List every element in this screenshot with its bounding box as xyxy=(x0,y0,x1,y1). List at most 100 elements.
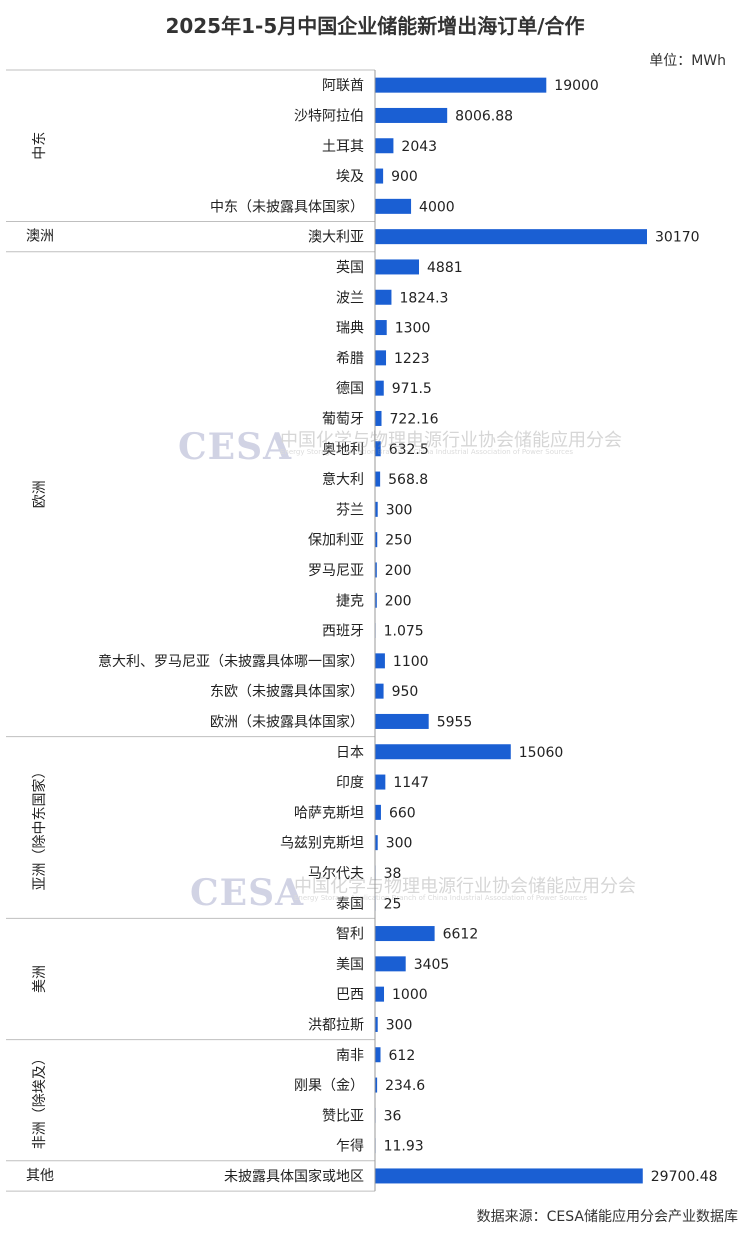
bar xyxy=(375,441,381,457)
category-label: 巴西 xyxy=(336,987,364,1003)
category-label: 哈萨克斯坦 xyxy=(294,805,364,821)
group-label: 中东 xyxy=(32,132,48,160)
category-label: 波兰 xyxy=(336,290,364,306)
value-label: 5955 xyxy=(437,714,473,730)
category-label: 南非 xyxy=(336,1048,364,1064)
bar xyxy=(375,107,448,123)
category-label: 意大利 xyxy=(322,471,364,488)
bar xyxy=(375,168,384,184)
category-label: 马尔代夫 xyxy=(308,866,364,882)
value-label: 3405 xyxy=(414,957,450,973)
bar xyxy=(375,956,406,972)
bar xyxy=(375,259,420,275)
bar xyxy=(375,198,412,214)
bar xyxy=(375,350,387,366)
category-label: 瑞典 xyxy=(336,321,364,337)
bar xyxy=(375,471,381,487)
group-label: 其他 xyxy=(26,1168,54,1184)
bar xyxy=(375,1047,381,1063)
bar xyxy=(375,77,547,93)
unit-label: 单位：MWh xyxy=(649,53,726,69)
value-label: 8006.88 xyxy=(455,108,513,124)
category-label: 土耳其 xyxy=(322,139,364,155)
value-label: 568.8 xyxy=(388,472,428,488)
group-label: 非洲（除埃及） xyxy=(32,1051,48,1149)
value-label: 200 xyxy=(385,563,412,579)
value-label: 36 xyxy=(384,1108,402,1124)
bar xyxy=(375,926,435,942)
category-label: 赞比亚 xyxy=(322,1108,364,1124)
category-label: 埃及 xyxy=(336,169,364,185)
bar xyxy=(375,683,384,699)
bar xyxy=(375,804,381,820)
category-label: 捷克 xyxy=(336,593,364,609)
bar xyxy=(375,320,387,336)
category-label: 德国 xyxy=(336,381,364,397)
value-label: 29700.48 xyxy=(651,1169,718,1185)
bar xyxy=(375,501,378,517)
bar xyxy=(375,592,377,608)
value-label: 300 xyxy=(386,502,413,518)
category-label: 美国 xyxy=(336,957,364,973)
category-label: 智利 xyxy=(336,927,364,943)
bar xyxy=(375,229,647,245)
value-label: 25 xyxy=(384,896,402,912)
value-label: 19000 xyxy=(554,78,599,94)
category-label: 中东（未披露具体国家） xyxy=(210,198,364,215)
bar xyxy=(375,138,394,154)
category-label: 欧洲（未披露具体国家） xyxy=(210,713,364,730)
value-label: 234.6 xyxy=(385,1078,425,1094)
value-label: 15060 xyxy=(519,745,564,761)
category-label: 东欧（未披露具体国家） xyxy=(210,683,364,700)
value-label: 722.16 xyxy=(390,411,439,427)
group-label: 澳洲 xyxy=(26,229,54,245)
value-label: 1147 xyxy=(393,775,429,791)
bar xyxy=(375,1016,378,1032)
bar xyxy=(375,1168,643,1184)
bar xyxy=(375,380,384,396)
value-label: 971.5 xyxy=(392,381,432,397)
value-label: 1300 xyxy=(395,321,431,337)
category-label: 洪都拉斯 xyxy=(308,1017,364,1033)
bar xyxy=(375,410,382,426)
category-label: 沙特阿拉伯 xyxy=(294,108,364,124)
category-label: 印度 xyxy=(336,775,364,791)
bar xyxy=(375,532,378,548)
category-label: 澳大利亚 xyxy=(308,230,364,246)
value-label: 11.93 xyxy=(384,1139,424,1155)
category-label: 西班牙 xyxy=(322,624,364,640)
value-label: 1824.3 xyxy=(399,290,448,306)
bar xyxy=(375,1077,378,1093)
category-label: 日本 xyxy=(336,745,364,761)
bar xyxy=(375,562,377,578)
category-label: 泰国 xyxy=(336,896,364,912)
bar xyxy=(375,835,378,851)
value-label: 1.075 xyxy=(384,624,424,640)
category-label: 芬兰 xyxy=(336,502,364,518)
value-label: 200 xyxy=(385,593,412,609)
value-label: 250 xyxy=(385,533,412,549)
value-label: 1100 xyxy=(393,654,429,670)
bar xyxy=(375,653,385,669)
bar xyxy=(375,774,386,790)
value-label: 612 xyxy=(389,1048,416,1064)
value-label: 6612 xyxy=(443,927,479,943)
category-label: 罗马尼亚 xyxy=(308,563,364,579)
value-label: 660 xyxy=(389,805,416,821)
value-label: 4000 xyxy=(419,199,455,215)
bar xyxy=(375,713,429,729)
category-label: 乌兹别克斯坦 xyxy=(280,836,364,852)
group-label: 亚洲（除中东国家） xyxy=(31,765,48,891)
source-note: 数据来源：CESA储能应用分会产业数据库 xyxy=(476,1209,738,1225)
category-label: 奥地利 xyxy=(322,441,364,458)
category-label: 意大利、罗马尼亚（未披露具体哪一国家） xyxy=(98,653,364,670)
chart-title: 2025年1-5月中国企业储能新增出海订单/合作 xyxy=(165,14,585,38)
category-label: 未披露具体国家或地区 xyxy=(224,1168,364,1185)
bar xyxy=(375,289,392,305)
value-label: 300 xyxy=(386,836,413,852)
value-label: 950 xyxy=(392,684,419,700)
value-label: 300 xyxy=(386,1017,413,1033)
category-label: 刚果（金） xyxy=(294,1078,364,1094)
bar xyxy=(375,986,385,1002)
